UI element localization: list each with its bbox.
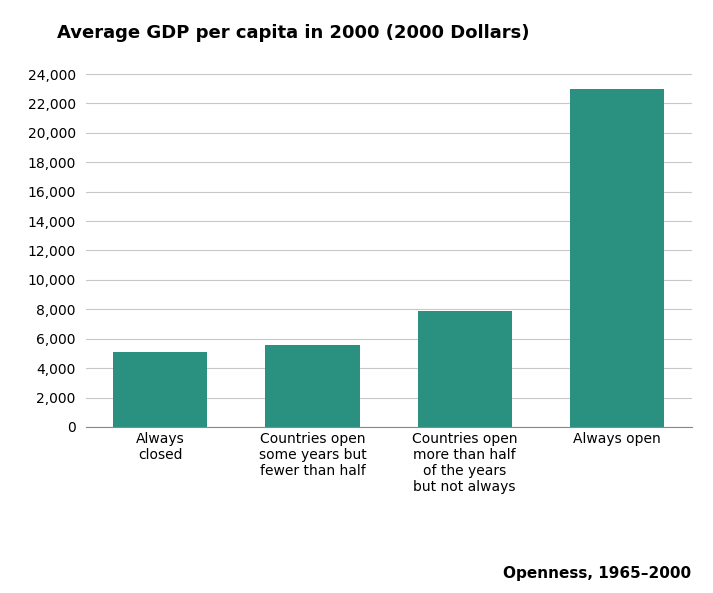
Text: Openness, 1965–2000: Openness, 1965–2000 <box>503 566 692 581</box>
Bar <box>418 311 512 427</box>
Text: Average GDP per capita in 2000 (2000 Dollars): Average GDP per capita in 2000 (2000 Dol… <box>57 24 530 42</box>
Bar <box>570 89 664 427</box>
Bar <box>265 345 359 427</box>
Bar <box>113 352 207 427</box>
